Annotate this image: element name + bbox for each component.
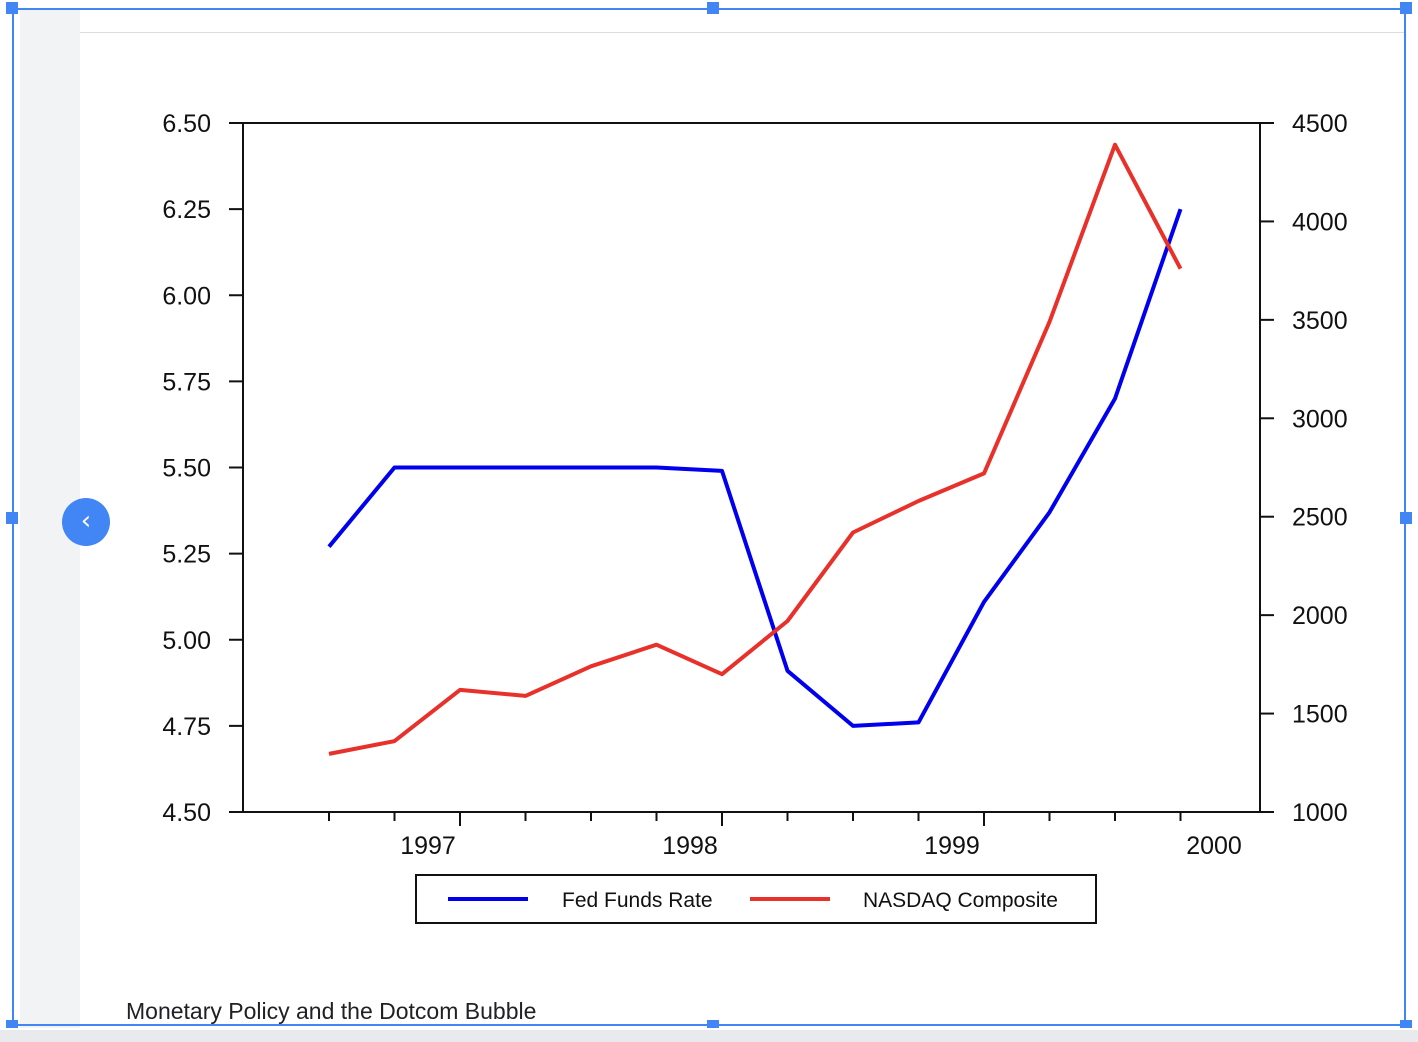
resize-handle-bottom-right[interactable]: [1400, 1020, 1412, 1028]
bottom-scrollbar[interactable]: [0, 1030, 1418, 1042]
x-tick-label: 1998: [662, 832, 718, 860]
series-group: [327, 142, 1183, 756]
series-line-fed-funds-rate: [327, 208, 1183, 728]
x-tick-label: 1999: [924, 832, 980, 860]
previous-slide-button[interactable]: ‹: [62, 498, 110, 546]
resize-handle-top-center[interactable]: [707, 2, 719, 14]
right-tick-label: 3000: [1292, 405, 1348, 433]
left-tick-label: 4.75: [162, 713, 211, 741]
legend-box: [415, 874, 1097, 924]
right-tick-label: 3500: [1292, 307, 1348, 335]
resize-handle-top-left[interactable]: [6, 2, 18, 14]
resize-handle-middle-right[interactable]: [1400, 512, 1412, 524]
right-tick-label: 2000: [1292, 602, 1348, 630]
legend: Fed Funds Rate NASDAQ Composite: [415, 874, 1097, 924]
left-tick-label: 6.00: [162, 282, 211, 310]
left-axis: 6.50 6.25 6.00 5.75 5.50 5.25 5.00 4.75 4.50: [162, 110, 243, 827]
legend-label-fed-funds-rate: Fed Funds Rate: [562, 889, 713, 912]
x-axis: 1997 1998 1999 2000: [328, 812, 1242, 860]
left-tick-label: 5.25: [162, 541, 211, 569]
left-tick-label: 6.50: [162, 110, 211, 138]
right-axis: 4500 4000 3500 3000 2500 2000 1500 1000: [1260, 110, 1348, 827]
chevron-left-icon: ‹: [80, 506, 92, 536]
legend-label-nasdaq-composite: NASDAQ Composite: [863, 889, 1058, 912]
left-tick-label: 4.50: [162, 799, 211, 827]
resize-handle-bottom-left[interactable]: [6, 1020, 18, 1028]
top-divider: [80, 32, 1404, 33]
resize-handle-middle-left[interactable]: [6, 512, 18, 524]
left-tick-label: 6.25: [162, 196, 211, 224]
left-tick-label: 5.00: [162, 627, 211, 655]
x-tick-label: 2000: [1186, 832, 1242, 860]
right-tick-label: 2500: [1292, 504, 1348, 532]
right-tick-label: 4000: [1292, 208, 1348, 236]
right-tick-label: 1500: [1292, 701, 1348, 729]
resize-handle-bottom-center[interactable]: [707, 1020, 719, 1028]
right-tick-label: 4500: [1292, 110, 1348, 138]
left-tick-label: 5.75: [162, 368, 211, 396]
left-tick-label: 5.50: [162, 455, 211, 483]
resize-handle-top-right[interactable]: [1400, 2, 1412, 14]
right-tick-label: 1000: [1292, 799, 1348, 827]
slide-caption: Monetary Policy and the Dotcom Bubble: [126, 998, 537, 1024]
x-tick-label: 1997: [400, 832, 456, 860]
series-line-nasdaq-composite: [328, 142, 1183, 756]
